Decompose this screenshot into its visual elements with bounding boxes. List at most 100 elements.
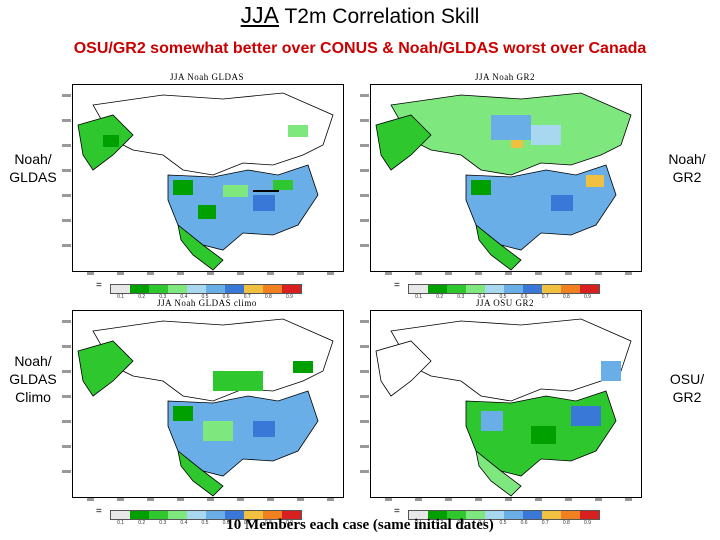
skill-patches: [481, 361, 621, 444]
title-season: JJA: [240, 2, 279, 28]
colorbar-tick-label: 0.8: [264, 294, 272, 300]
colorbar-tick-label: 0.6: [222, 520, 230, 526]
colorbar-marker: =: [96, 280, 102, 291]
colorbar-tick-label: 0.4: [180, 520, 188, 526]
panel-title: JJA Noah GLDAS climo: [157, 298, 257, 308]
land-canada: [92, 92, 334, 176]
colorbar: [408, 510, 600, 520]
colorbar-tick-label: 0.7: [541, 520, 549, 526]
colorbar-swatch: [130, 511, 149, 519]
colorbar-swatch: [149, 285, 168, 293]
colorbar-swatch: [542, 511, 561, 519]
colorbar-swatch: [111, 285, 130, 293]
map-panel-noah-gldas-climo: JJA Noah GLDAS climo = 0.1 0.2 0.3 0.4 0.5 0.…: [62, 298, 352, 528]
colorbar-tick-label: 0.9: [583, 294, 591, 300]
y-axis-ticks: [62, 310, 72, 496]
colorbar-tick-label: 0.2: [436, 520, 444, 526]
colorbar-tick-label: 0.2: [138, 520, 146, 526]
land-mexico: [177, 224, 224, 271]
colorbar: [110, 510, 302, 520]
colorbar-tick-label: 0.1: [415, 520, 423, 526]
correlation-map: [370, 310, 642, 498]
colorbar-swatch: [504, 285, 523, 293]
colorbar-swatch: [282, 285, 301, 293]
colorbar-tick-label: 0.3: [457, 294, 465, 300]
colorbar-labels: 0.1 0.2 0.3 0.4 0.5 0.6 0.7 0.8 0.9: [110, 520, 300, 526]
land-canada: [390, 318, 632, 402]
colorbar-swatch: [244, 511, 263, 519]
colorbar-marker: =: [96, 506, 102, 517]
correlation-map: [370, 84, 642, 272]
colorbar-labels: 0.1 0.2 0.3 0.4 0.5 0.6 0.7 0.8 0.9: [110, 294, 300, 300]
x-axis-ticks: [370, 497, 640, 503]
colorbar-tick-label: 0.7: [243, 294, 251, 300]
colorbar-swatch: [244, 285, 263, 293]
colorbar-tick-label: 0.9: [285, 294, 293, 300]
colorbar-swatch: [428, 511, 447, 519]
correlation-map: [72, 310, 344, 498]
y-axis-ticks: [62, 84, 72, 270]
colorbar-tick-label: 0.7: [541, 294, 549, 300]
label-noah-gr2: Noah/ GR2: [668, 151, 706, 185]
map-panel-noah-gldas: JJA Noah GLDAS = 0.1 0.2 0.3 0.4 0.5 0.6 0.7 0.…: [62, 72, 352, 302]
colorbar-tick-label: 0.5: [499, 294, 507, 300]
colorbar-tick-label: 0.1: [117, 294, 125, 300]
colorbar-tick-label: 0.5: [499, 520, 507, 526]
colorbar-swatch: [263, 511, 282, 519]
title-rest: T2m Correlation Skill: [279, 5, 480, 28]
label-osu-gr2: OSU/ GR2: [669, 371, 705, 405]
colorbar-tick-label: 0.4: [478, 294, 486, 300]
colorbar-swatch: [111, 511, 130, 519]
land-mexico: [475, 224, 522, 271]
colorbar-labels: 0.1 0.2 0.3 0.4 0.5 0.6 0.7 0.8 0.9: [408, 294, 598, 300]
colorbar-tick-label: 0.3: [457, 520, 465, 526]
colorbar-tick-label: 0.9: [583, 520, 591, 526]
colorbar-tick-label: 0.1: [117, 520, 125, 526]
colorbar-swatch: [187, 511, 206, 519]
x-axis-ticks: [370, 271, 640, 277]
colorbar: [110, 284, 302, 294]
colorbar-marker: =: [394, 280, 400, 291]
colorbar-swatch: [263, 285, 282, 293]
correlation-map: [72, 84, 344, 272]
map-svg: [77, 92, 334, 271]
colorbar-swatch: [561, 511, 580, 519]
skill-patches: [471, 115, 604, 211]
colorbar-tick-label: 0.4: [180, 294, 188, 300]
colorbar-swatch: [466, 285, 485, 293]
x-axis-ticks: [72, 271, 342, 277]
land-alaska: [375, 340, 432, 397]
colorbar-tick-label: 0.3: [159, 294, 167, 300]
land-mexico: [177, 450, 224, 497]
colorbar-tick-label: 0.1: [415, 294, 423, 300]
subtitle: OSU/GR2 somewhat better over CONUS & Noa…: [73, 40, 647, 57]
map-svg: [375, 318, 632, 497]
colorbar-tick-label: 0.8: [264, 520, 272, 526]
colorbar-tick-label: 0.6: [520, 520, 528, 526]
colorbar-tick-label: 0.5: [201, 294, 209, 300]
colorbar-swatch: [485, 511, 504, 519]
land-mexico: [475, 450, 522, 497]
label-noah-gldas-climo: Noah/ GLDAS Climo: [9, 353, 57, 405]
colorbar-tick-label: 0.8: [562, 520, 570, 526]
panel-title: JJA OSU GR2: [475, 298, 534, 308]
colorbar-swatch: [187, 285, 206, 293]
footer-note: 10 Members each case (same initial dates…: [226, 517, 494, 533]
colorbar-tick-label: 0.7: [243, 520, 251, 526]
colorbar-tick-label: 0.6: [520, 294, 528, 300]
map-panel-noah-gr2: JJA Noah GR2 = 0.1 0.2 0.3 0.4 0.5 0.6 0.7 0.8 0…: [360, 72, 650, 302]
colorbar-tick-label: 0.3: [159, 520, 167, 526]
colorbar-swatch: [447, 511, 466, 519]
colorbar-swatch: [409, 285, 428, 293]
map-svg: [375, 92, 632, 271]
colorbar-swatch: [168, 511, 187, 519]
colorbar-tick-label: 0.4: [478, 520, 486, 526]
colorbar-swatch: [206, 285, 225, 293]
skill-patches: [103, 125, 308, 219]
map-svg: [77, 318, 334, 497]
colorbar-swatch: [580, 511, 599, 519]
label-noah-gldas: Noah/ GLDAS: [9, 151, 57, 185]
colorbar: [408, 284, 600, 294]
colorbar-swatch: [130, 285, 149, 293]
panel-title: JJA Noah GR2: [474, 72, 535, 82]
